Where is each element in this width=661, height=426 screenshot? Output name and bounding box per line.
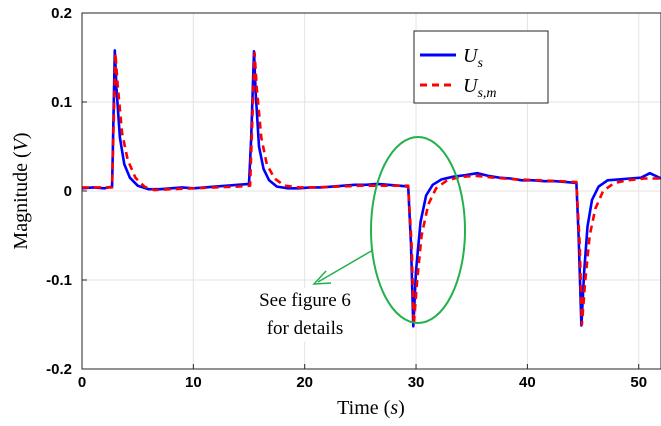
y-tick-label: 0: [64, 183, 72, 200]
y-tick-label: 0.1: [51, 94, 72, 111]
annotation-arrowhead: [312, 270, 332, 285]
x-tick-label: 30: [408, 374, 425, 391]
annotation-line-2: for details: [267, 318, 344, 339]
ticks: [81, 12, 640, 370]
legend: Us Us,m: [413, 30, 549, 104]
series-line-usm: [82, 51, 661, 326]
annotation-text-bg: [238, 288, 372, 342]
series-layer: [81, 49, 661, 328]
x-tick-label: 0: [78, 374, 86, 391]
annotation-line-1: See figure 6: [259, 290, 351, 311]
legend-box: [413, 30, 549, 104]
x-tick-label: 50: [630, 374, 647, 391]
y-tick-label: -0.2: [46, 361, 72, 378]
x-tick-label: 40: [519, 374, 536, 391]
legend-label-us: Us: [463, 45, 483, 71]
y-tick-label: -0.1: [46, 272, 72, 289]
x-tick-label: 20: [296, 374, 313, 391]
tick-labels: 0 10 20 30 40 50 -0.2 -0.1 0 0.1 0.2: [46, 5, 647, 391]
legend-label-usm: Us,m: [463, 75, 497, 101]
x-axis-title: Time (s): [337, 397, 405, 419]
annotation-arrow-line: [317, 249, 374, 283]
x-tick-label: 10: [185, 374, 202, 391]
annotation-ellipse: [370, 136, 466, 324]
y-axis-title: Magnitude (V): [10, 132, 32, 249]
y-tick-label: 0.2: [51, 5, 72, 22]
annotation: See figure 6 for details: [238, 136, 466, 342]
